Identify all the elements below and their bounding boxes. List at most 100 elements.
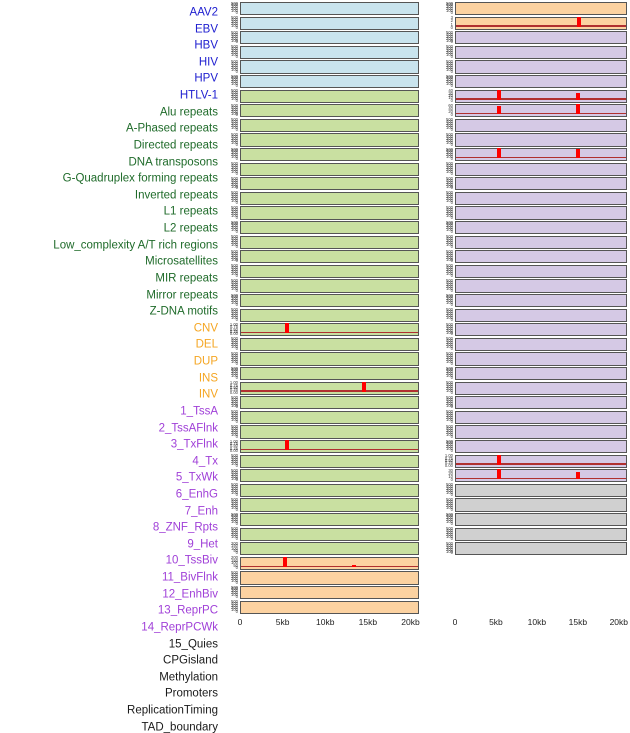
y-tick-label: 0 — [450, 375, 453, 381]
y-tick-label: 0 — [450, 433, 453, 439]
y-tick-label: 400 — [446, 119, 453, 125]
track-label: CPGisland — [163, 654, 218, 667]
y-axis: 30 20 10 0 — [437, 468, 453, 482]
y-tick-label: 300 — [446, 194, 453, 200]
y-axis: 1.00 0.75 0.50 0.25 0.00 — [222, 439, 238, 453]
y-tick-label: 500 — [231, 336, 238, 342]
y-tick-label: 200 — [446, 371, 453, 377]
y-tick-label: 500 — [231, 146, 238, 152]
y-axis: 500 400 300 200 100 0 — [437, 205, 453, 219]
y-tick-label: 100 — [231, 168, 238, 174]
y-tick-label: 400 — [231, 469, 238, 475]
y-tick-label: 300 — [231, 310, 238, 316]
y-tick-label: 0.75 — [444, 455, 453, 461]
y-axis: 60 40 20 0 — [437, 103, 453, 117]
y-axis: 500 400 300 200 100 0 — [437, 59, 453, 73]
y-tick-label: 100 — [446, 66, 453, 72]
track-row — [455, 308, 627, 322]
y-axis: 500 400 300 200 100 0 — [437, 1, 453, 16]
y-axis: 500 400 300 200 100 0 — [222, 395, 238, 409]
track-baseline — [456, 112, 626, 115]
y-tick-label: 300 — [231, 398, 238, 404]
track-background — [456, 470, 626, 482]
y-tick-label: 0 — [235, 156, 238, 162]
track-label: Inverted repeats — [134, 189, 218, 202]
y-tick-label: 100 — [446, 446, 453, 452]
y-tick-label: 400 — [446, 206, 453, 212]
y-tick-label: 100 — [231, 22, 238, 28]
y-tick-label: 10 — [448, 95, 453, 101]
y-tick-label: 300 — [446, 515, 453, 521]
y-tick-label: 100 — [446, 548, 453, 554]
y-tick-label: 500 — [231, 452, 238, 458]
y-tick-label: 300 — [231, 296, 238, 302]
y-tick-label: 500 — [446, 292, 453, 298]
y-tick-label: 200 — [446, 488, 453, 494]
y-tick-label: 100 — [446, 373, 453, 379]
y-tick-label: 400 — [446, 381, 453, 387]
y-tick-label: 0 — [235, 477, 238, 483]
y-tick-label: 300 — [446, 354, 453, 360]
y-tick-label: 400 — [231, 148, 238, 154]
y-tick-label: 0 — [450, 229, 453, 235]
y-tick-label: 500 — [446, 146, 453, 152]
track-background — [241, 338, 418, 351]
y-axis: 500 400 300 200 100 0 — [222, 234, 238, 249]
track-row — [240, 396, 419, 410]
y-tick-label: 500 — [446, 117, 453, 123]
y-axis: 500 400 300 200 100 0 — [437, 482, 453, 497]
y-axis: 500 400 300 200 100 0 — [437, 249, 453, 263]
y-tick-label: 200 — [446, 239, 453, 245]
y-tick-label: 500 — [446, 233, 453, 239]
y-tick-label: 400 — [231, 75, 238, 81]
y-axis: 500 400 300 200 100 0 — [222, 249, 238, 263]
track-row — [455, 89, 627, 103]
y-tick-label: 500 — [446, 365, 453, 371]
y-tick-label: 200 — [446, 356, 453, 362]
y-tick-label: 100 — [231, 490, 238, 496]
track-background — [241, 455, 418, 467]
y-tick-label: 200 — [231, 298, 238, 304]
y-tick-label: 10 — [448, 474, 453, 480]
y-tick-label: 400 — [231, 527, 238, 533]
track-row — [240, 425, 419, 439]
y-tick-label: 0 — [235, 53, 238, 59]
y-tick-label: 200 — [231, 488, 238, 494]
track-label: 5_TxWk — [175, 471, 218, 484]
track-baseline — [456, 98, 626, 100]
y-axis: 500 400 300 200 100 0 — [222, 336, 238, 351]
y-tick-label: 400 — [446, 31, 453, 37]
y-tick-label: 200 — [231, 6, 238, 12]
y-tick-label: 400 — [231, 484, 238, 490]
y-tick-label: 400 — [446, 527, 453, 533]
track-row — [240, 571, 419, 585]
y-tick-label: 200 — [446, 444, 453, 450]
y-tick-label: 400 — [231, 2, 238, 8]
y-axis: 500 400 300 200 100 0 — [222, 59, 238, 73]
y-tick-label: 0 — [450, 10, 453, 16]
y-tick-label: 400 — [231, 454, 238, 460]
y-tick-label: 400 — [231, 31, 238, 37]
y-tick-label: 300 — [231, 602, 238, 608]
right-panel — [455, 0, 627, 615]
track-row — [455, 396, 627, 410]
y-axis: 200 150 100 50 0 — [222, 555, 238, 570]
y-tick-label: 0.75 — [229, 324, 238, 330]
track-row — [240, 294, 419, 308]
y-axis: 500 400 300 200 100 0 — [437, 497, 453, 511]
y-tick-label: 100 — [231, 545, 238, 551]
data-bar — [352, 564, 357, 568]
y-tick-label: 500 — [231, 0, 238, 6]
y-tick-label: 300 — [231, 427, 238, 433]
y-tick-label: 200 — [231, 210, 238, 216]
y-tick-label: 100 — [231, 373, 238, 379]
y-tick-label: 0 — [450, 126, 453, 132]
y-tick-label: 100 — [446, 300, 453, 306]
y-tick-label: 0 — [235, 316, 238, 322]
y-tick-label: 100 — [446, 183, 453, 189]
track-row — [455, 162, 627, 176]
y-tick-label: 200 — [446, 517, 453, 523]
y-tick-label: 0 — [235, 433, 238, 439]
y-tick-label: 0 — [235, 594, 238, 600]
y-tick-label: 100 — [231, 519, 238, 525]
